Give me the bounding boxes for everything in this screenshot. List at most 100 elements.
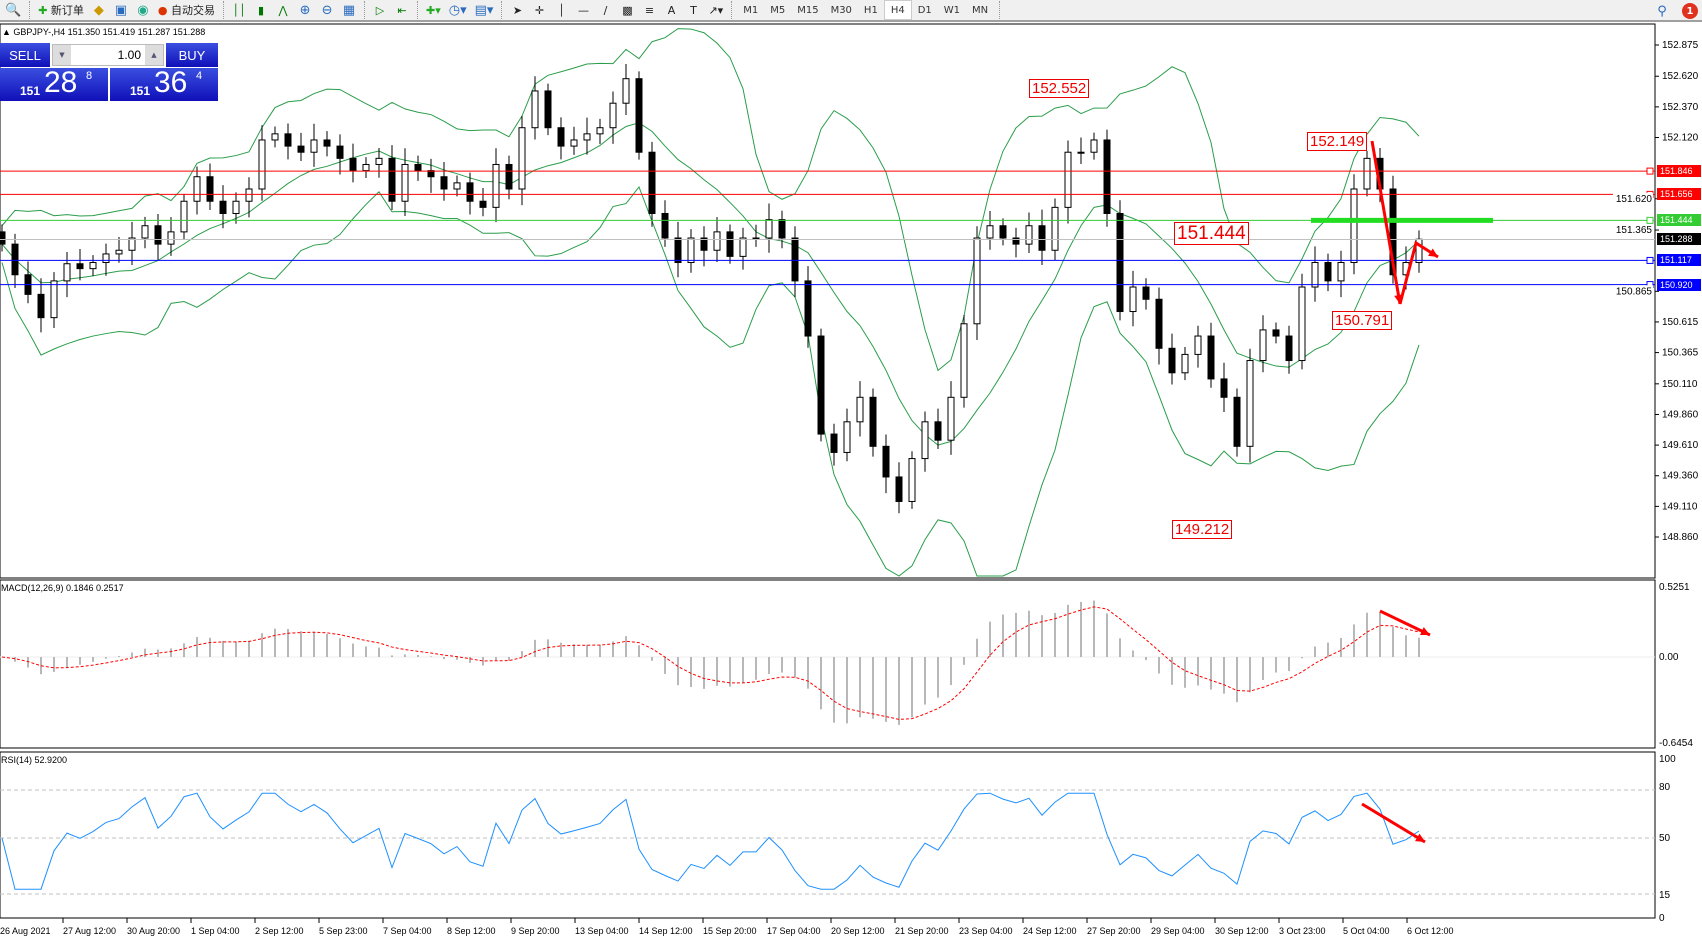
timeframe-h4[interactable]: H4 [883,0,912,20]
bar-chart-icon[interactable]: ││ [232,3,246,17]
candle-bull [531,90,539,129]
text-label-icon[interactable]: T [690,3,697,17]
candle-bull [180,200,188,233]
level-handle [1646,256,1654,264]
chart-shift-icon[interactable]: ⇤ [397,3,407,17]
annotation-level[interactable]: 151.444 [1174,222,1249,245]
tile-windows-icon[interactable]: ▦ [342,2,356,18]
sell-price[interactable]: 151 28 8 [0,66,108,101]
new-order-button[interactable]: ✚ 新订单 [35,0,87,20]
candle-bear [648,151,656,214]
search-zoom-icon[interactable]: 🔍 [5,2,22,18]
candle-bear [219,200,227,214]
candle-bull [739,237,747,257]
timeframe-m5[interactable]: M5 [770,4,786,16]
signals-icon[interactable]: ◉ [137,2,149,18]
vertical-line-icon[interactable]: │ [558,3,565,17]
zoom-out-icon[interactable]: ⊖ [321,2,333,18]
candle-bear [1272,329,1280,337]
increase-lot-icon[interactable]: ▲ [145,45,163,65]
candle-bull [921,421,929,460]
buy-price[interactable]: 151 36 4 [110,66,218,101]
time-label: 2 Sep 12:00 [255,926,304,936]
candle-bear [1207,335,1215,380]
toolbar: 🔍 ✚ 新订单 ◆ ▣ ◉ ● 自动交易 ││ ▮ ⋀ ⊕ ⊖ ▦ ▷ ⇤ ✚▾… [0,0,1702,22]
periods-clock-icon[interactable]: ◷▾ [448,2,467,18]
timeframe-mn[interactable]: MN [972,4,989,16]
buy-button[interactable]: BUY [166,43,218,67]
macd-tick-label: 0.5251 [1659,582,1690,593]
zoom-in-icon[interactable]: ⊕ [299,2,311,18]
candle-bull [1181,353,1189,374]
price-level-tag: 151.444 [1657,214,1701,227]
candle-bull [128,237,136,251]
candle-bull [1259,329,1267,362]
fibonacci-icon[interactable]: ≡ [644,3,655,17]
crosshair-icon[interactable]: ✛ [534,3,545,17]
candle-bear [635,78,643,153]
timeframe-h1[interactable]: H1 [863,4,878,16]
candle-bear [466,182,474,202]
candle-bull [1246,360,1254,447]
annotation-high[interactable]: 152.552 [1029,79,1090,98]
auto-trading-button[interactable]: ● 自动交易 [155,0,218,20]
timeframe-m1[interactable]: M1 [743,4,759,16]
indicators-icon[interactable]: ✚▾ [426,3,441,17]
candle-bear [726,231,734,257]
candle-bear [323,139,331,147]
candlestick-icon[interactable]: ▮ [257,3,265,17]
horizontal-line-icon[interactable]: — [577,3,589,17]
candle-bull [947,396,955,441]
search-icon[interactable]: ⚲ [1657,3,1667,19]
candle-bear [1389,188,1397,276]
candle-bull [1129,286,1137,313]
timeframe-m15[interactable]: M15 [797,4,819,16]
candle-bull [1194,335,1202,355]
auto-scroll-icon[interactable]: ▷ [375,3,385,17]
candle-bull [973,237,981,325]
candle-bull [843,421,851,453]
candle-bear [1116,212,1124,313]
level-handle [1646,167,1654,175]
rsi-label: RSI(14) 52.9200 [1,755,68,765]
annotation-low[interactable]: 149.212 [1172,520,1233,539]
timeframe-w1[interactable]: W1 [943,4,961,16]
time-label: 13 Sep 04:00 [575,926,629,936]
candle-bull [622,78,630,104]
decrease-lot-icon[interactable]: ▼ [53,45,71,65]
time-label: 27 Sep 20:00 [1087,926,1141,936]
notification-badge[interactable]: 1 [1682,3,1698,19]
macd-divergence-arrow [1379,609,1431,637]
price-tick-label-backing [1613,224,1653,236]
sell-button[interactable]: SELL [0,43,50,67]
candle-bull [401,163,409,202]
candle-bear [479,200,487,208]
time-label: 24 Sep 12:00 [1023,926,1077,936]
text-icon[interactable]: A [667,3,676,17]
candle-bear [934,421,942,441]
timeframe-d1[interactable]: D1 [917,4,932,16]
equidistant-channel-icon[interactable]: ▩ [622,3,633,17]
candle-bull [570,139,578,147]
candle-bear [440,176,448,190]
time-label: 30 Sep 12:00 [1215,926,1269,936]
trendline-icon[interactable]: ∕ [603,3,608,17]
timeframe-m30[interactable]: M30 [830,4,852,16]
bollinger-lower [1,185,1420,577]
candle-bull [1337,262,1345,282]
cursor-icon[interactable]: ➤ [512,3,523,17]
annotation-recent-low[interactable]: 150.791 [1332,311,1393,330]
separator [999,1,1001,19]
annotation-recent-high[interactable]: 152.149 [1307,132,1368,151]
candle-bull [1064,151,1072,208]
time-label: 6 Oct 12:00 [1407,926,1454,936]
time-label: 29 Sep 04:00 [1151,926,1205,936]
arrows-icon[interactable]: ↗▾ [708,3,724,17]
metaeditor-icon[interactable]: ◆ [93,2,104,18]
candle-bull [1025,225,1033,245]
lot-size-input[interactable] [71,48,145,62]
templates-icon[interactable]: ▤▾ [474,2,494,18]
navigator-icon[interactable]: ▣ [114,2,128,18]
line-chart-icon[interactable]: ⋀ [278,3,288,17]
